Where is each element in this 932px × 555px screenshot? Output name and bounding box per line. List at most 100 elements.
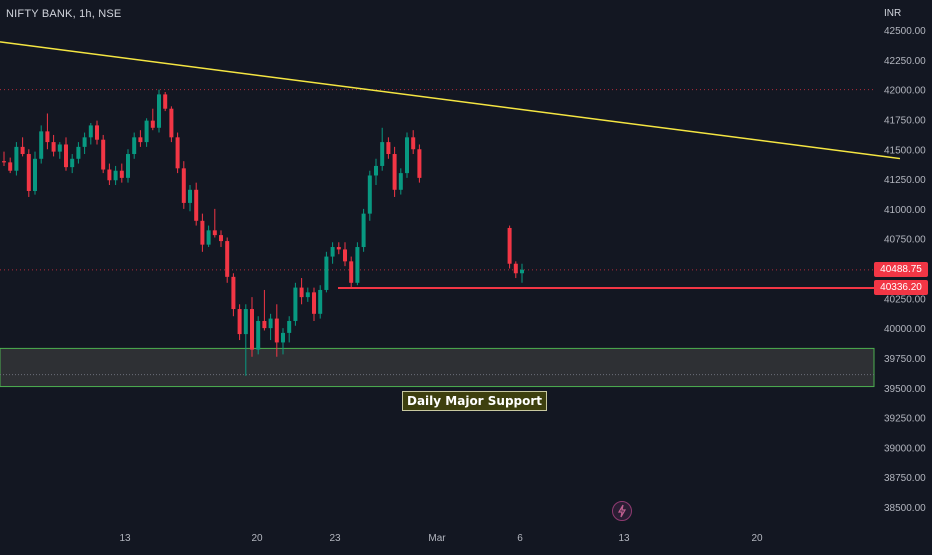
candle-body bbox=[212, 230, 217, 236]
candle-body bbox=[88, 125, 93, 138]
candle-body bbox=[206, 230, 211, 245]
candle-body bbox=[2, 161, 6, 163]
x-tick-label: 23 bbox=[329, 533, 341, 544]
y-tick-label: 41000.00 bbox=[884, 205, 926, 216]
candle-body bbox=[33, 158, 37, 191]
y-tick-label: 39250.00 bbox=[884, 414, 926, 425]
candle-body bbox=[138, 137, 143, 143]
y-tick-label: 39500.00 bbox=[884, 384, 926, 395]
candle-body bbox=[39, 131, 44, 159]
lightning-bolt-icon[interactable] bbox=[612, 501, 632, 521]
candle-body bbox=[194, 189, 199, 221]
y-tick-label: 41250.00 bbox=[884, 175, 926, 186]
candle-body bbox=[150, 120, 155, 128]
y-tick-label: 41500.00 bbox=[884, 145, 926, 156]
x-tick-label: 20 bbox=[751, 533, 763, 544]
candle-body bbox=[126, 154, 130, 178]
y-tick-label: 40000.00 bbox=[884, 324, 926, 335]
candle-body bbox=[361, 213, 366, 248]
support-zone-box bbox=[0, 347, 875, 388]
candle-body bbox=[45, 131, 50, 143]
candle-body bbox=[113, 170, 118, 181]
candle-body bbox=[64, 144, 68, 168]
candle-body bbox=[95, 125, 99, 140]
candle-body bbox=[175, 137, 180, 169]
candle-body bbox=[82, 137, 87, 147]
candle-body bbox=[293, 287, 298, 321]
candle-body bbox=[250, 309, 254, 350]
candle-body bbox=[51, 142, 56, 152]
candle-body bbox=[398, 173, 403, 190]
level-price-tag: 40336.20 bbox=[874, 280, 928, 295]
candle-body bbox=[386, 142, 391, 155]
y-tick-label: 38500.00 bbox=[884, 503, 926, 514]
y-tick-label: 42500.00 bbox=[884, 26, 926, 37]
candle-body bbox=[417, 149, 422, 178]
candle-body bbox=[132, 137, 137, 155]
candle-body bbox=[181, 168, 186, 203]
candle-body bbox=[367, 175, 372, 214]
candle-body bbox=[243, 309, 248, 335]
candle-body bbox=[200, 220, 205, 245]
x-tick-label: 6 bbox=[517, 533, 523, 544]
candle-body bbox=[355, 247, 360, 283]
candle-body bbox=[157, 94, 161, 128]
candle-body bbox=[374, 165, 378, 176]
candle-body bbox=[411, 137, 416, 150]
candle-body bbox=[20, 146, 25, 155]
candle-body bbox=[380, 142, 385, 166]
x-tick-label: 13 bbox=[119, 533, 131, 544]
candle-body bbox=[256, 320, 261, 350]
y-tick-label: 42000.00 bbox=[884, 86, 926, 97]
candle-body bbox=[101, 139, 106, 170]
candle-body bbox=[299, 287, 304, 298]
candle-body bbox=[287, 320, 292, 333]
x-tick-label: 20 bbox=[251, 533, 263, 544]
candle-body bbox=[513, 263, 518, 274]
support-zone-label: Daily Major Support bbox=[402, 391, 548, 411]
candle-body bbox=[281, 332, 285, 343]
y-tick-label: 39750.00 bbox=[884, 354, 926, 365]
y-tick-label: 38750.00 bbox=[884, 473, 926, 484]
candle-body bbox=[392, 154, 397, 190]
x-tick-label: Mar bbox=[428, 533, 446, 544]
candle-body bbox=[312, 292, 316, 314]
candle-body bbox=[144, 120, 149, 143]
candle-body bbox=[163, 94, 168, 109]
candle-body bbox=[231, 276, 236, 310]
candle-body bbox=[324, 256, 329, 290]
candle-body bbox=[225, 241, 230, 277]
candle-body bbox=[119, 170, 124, 178]
candle-body bbox=[76, 146, 81, 159]
candle-body bbox=[14, 146, 19, 171]
trendline bbox=[0, 41, 901, 160]
candle-body bbox=[336, 247, 341, 250]
candle-body bbox=[237, 309, 242, 335]
y-tick-label: 42250.00 bbox=[884, 56, 926, 67]
candle-body bbox=[349, 261, 354, 283]
symbol-title[interactable]: NIFTY BANK, 1h, NSE bbox=[6, 8, 122, 20]
candle-body bbox=[57, 144, 62, 152]
candle-body bbox=[343, 249, 347, 262]
candle-body bbox=[262, 320, 267, 329]
y-tick-label: 40750.00 bbox=[884, 235, 926, 246]
x-tick-label: 13 bbox=[618, 533, 630, 544]
y-tick-label: 39000.00 bbox=[884, 443, 926, 454]
candle-body bbox=[70, 158, 75, 168]
candle-body bbox=[520, 269, 524, 274]
candle-body bbox=[219, 235, 223, 242]
y-tick-label: 41750.00 bbox=[884, 115, 926, 126]
candle-body bbox=[26, 154, 31, 191]
candle-body bbox=[305, 292, 310, 298]
last-price-tag: 40488.75 bbox=[874, 262, 928, 277]
candle-body bbox=[405, 137, 409, 174]
candle-body bbox=[330, 247, 335, 257]
candle-body bbox=[274, 318, 279, 343]
candle-body bbox=[507, 227, 512, 264]
candle-body bbox=[268, 318, 273, 329]
candle-body bbox=[107, 169, 112, 181]
candle-body bbox=[318, 289, 323, 314]
candle-body bbox=[188, 189, 192, 203]
